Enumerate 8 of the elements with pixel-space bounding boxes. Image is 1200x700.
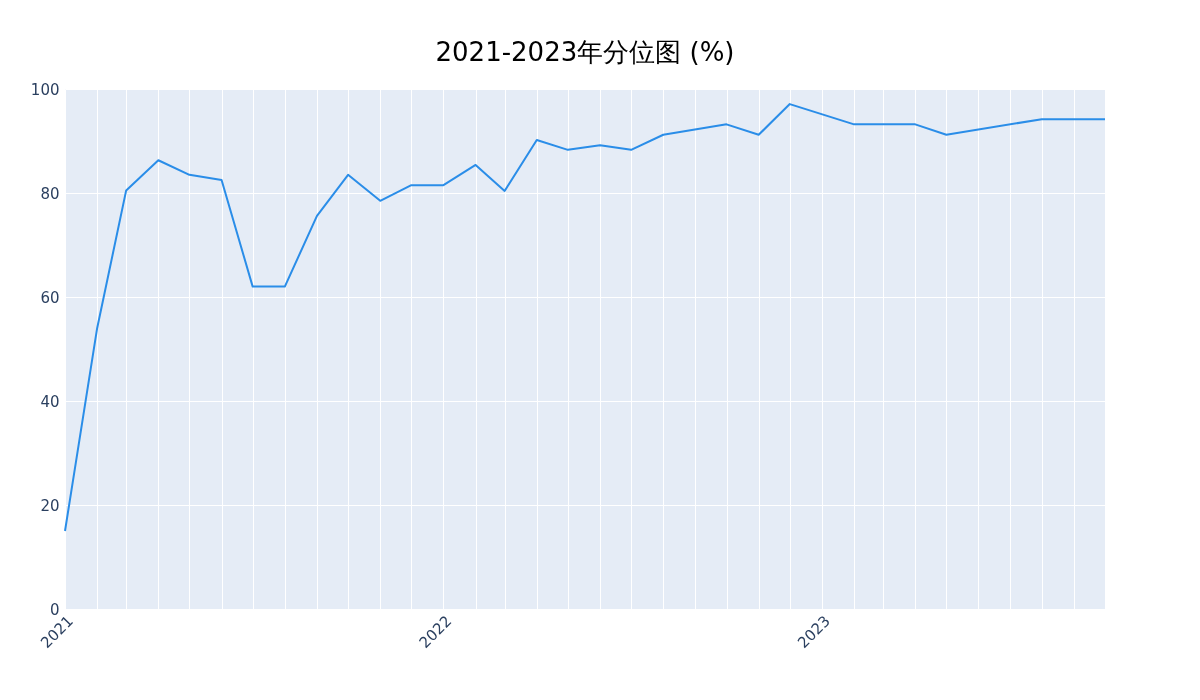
chart-title: 2021-2023年分位图 (%) bbox=[435, 37, 735, 67]
y-tick-label: 0 bbox=[49, 600, 60, 619]
y-tick-label: 60 bbox=[40, 288, 60, 307]
y-tick-label: 80 bbox=[40, 184, 60, 203]
line-series bbox=[64, 103, 1106, 532]
y-tick-label: 40 bbox=[40, 392, 60, 411]
y-tick-label: 100 bbox=[30, 80, 60, 99]
y-tick-label: 20 bbox=[40, 496, 60, 515]
